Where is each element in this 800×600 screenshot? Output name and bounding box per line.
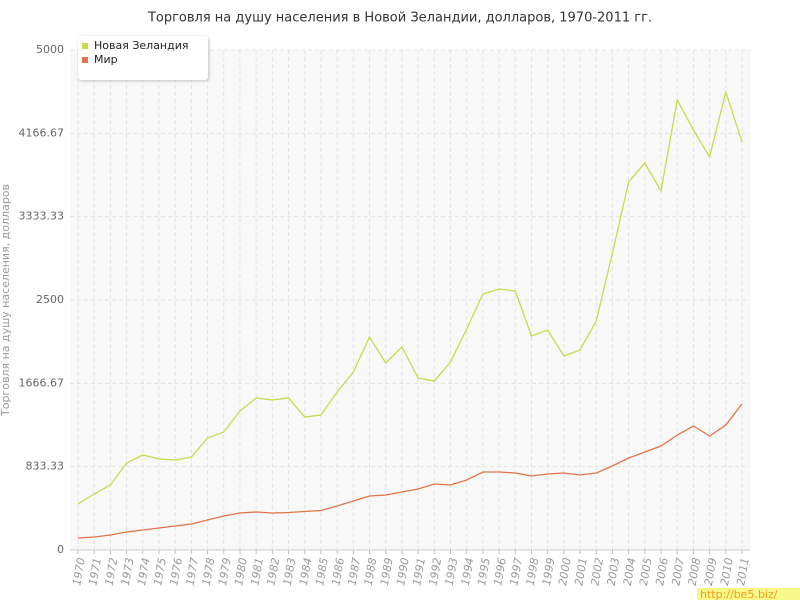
lines xyxy=(77,89,743,539)
grid xyxy=(70,49,750,551)
legend-swatch xyxy=(82,57,88,63)
x-tick-label: 2011 xyxy=(734,557,752,587)
x-tick-label: 1982 xyxy=(265,557,283,587)
x-tick-label: 1989 xyxy=(378,557,396,587)
x-tick-label: 1991 xyxy=(410,557,428,587)
x-tick-label: 2001 xyxy=(572,557,590,587)
x-tick-label: 1980 xyxy=(232,557,250,587)
x-tick-label: 1975 xyxy=(151,557,169,587)
x-tick-label: 1997 xyxy=(508,557,526,587)
y-tick-label: 833.33 xyxy=(26,460,65,473)
x-tick-label: 1979 xyxy=(216,557,234,587)
x-tick-label: 2005 xyxy=(637,557,655,587)
legend-box xyxy=(78,36,208,80)
x-tick-label: 1976 xyxy=(167,557,185,587)
x-tick-label: 1998 xyxy=(524,557,542,587)
x-tick-label: 1994 xyxy=(459,557,477,587)
y-tick-label: 4166.67 xyxy=(19,126,65,139)
x-tick-label: 2003 xyxy=(605,557,623,587)
series-line xyxy=(77,403,743,539)
x-tick-label: 1990 xyxy=(394,557,412,587)
y-tick-label: 3333.33 xyxy=(19,210,65,223)
x-tick-label: 1971 xyxy=(86,557,104,587)
x-tick-label: 1983 xyxy=(281,557,299,587)
x-tick-label: 2006 xyxy=(653,557,671,587)
x-tick-label: 1987 xyxy=(346,557,364,587)
x-tick-label: 1977 xyxy=(184,557,202,587)
legend-swatch xyxy=(82,43,88,49)
x-tick-label: 1988 xyxy=(362,557,380,587)
legend-label: Мир xyxy=(94,53,118,66)
x-tick-label: 1996 xyxy=(491,557,509,587)
x-tick-label: 1970 xyxy=(70,557,88,587)
y-tick-label: 5000 xyxy=(36,43,64,56)
x-tick-label: 2002 xyxy=(588,557,606,587)
x-tick-label: 1973 xyxy=(119,557,137,587)
x-tick-label: 1999 xyxy=(540,557,558,587)
x-tick-label: 1993 xyxy=(443,557,461,587)
x-tick-label: 1995 xyxy=(475,557,493,587)
x-tick-label: 1978 xyxy=(200,557,218,587)
x-tick-label: 1984 xyxy=(297,557,315,587)
x-tick-label: 1981 xyxy=(248,557,266,587)
x-tick-label: 2007 xyxy=(669,557,687,587)
x-tick-label: 2010 xyxy=(718,557,736,587)
series-line xyxy=(77,89,743,505)
x-tick-label: 2008 xyxy=(686,557,704,587)
y-axis-label: Торговля на душу населения, долларов xyxy=(0,184,12,417)
x-tick-label: 1986 xyxy=(329,557,347,587)
watermark: http://be5.biz/ xyxy=(700,588,778,600)
watermark-bg xyxy=(697,588,800,600)
chart-title: Торговля на душу населения в Новой Зелан… xyxy=(147,11,652,26)
y-tick-label: 2500 xyxy=(36,293,64,306)
x-tick-label: 2000 xyxy=(556,557,574,587)
legend-label: Новая Зеландия xyxy=(94,39,189,52)
y-tick-label: 0 xyxy=(57,543,64,556)
x-tick-label: 2009 xyxy=(702,557,720,587)
y-tick-label: 1666.67 xyxy=(19,376,65,389)
x-tick-label: 2004 xyxy=(621,557,639,587)
x-tick-label: 1972 xyxy=(103,557,121,587)
x-tick-label: 1974 xyxy=(135,557,153,587)
x-tick-label: 1985 xyxy=(313,557,331,587)
x-tick-label: 1992 xyxy=(427,557,445,587)
